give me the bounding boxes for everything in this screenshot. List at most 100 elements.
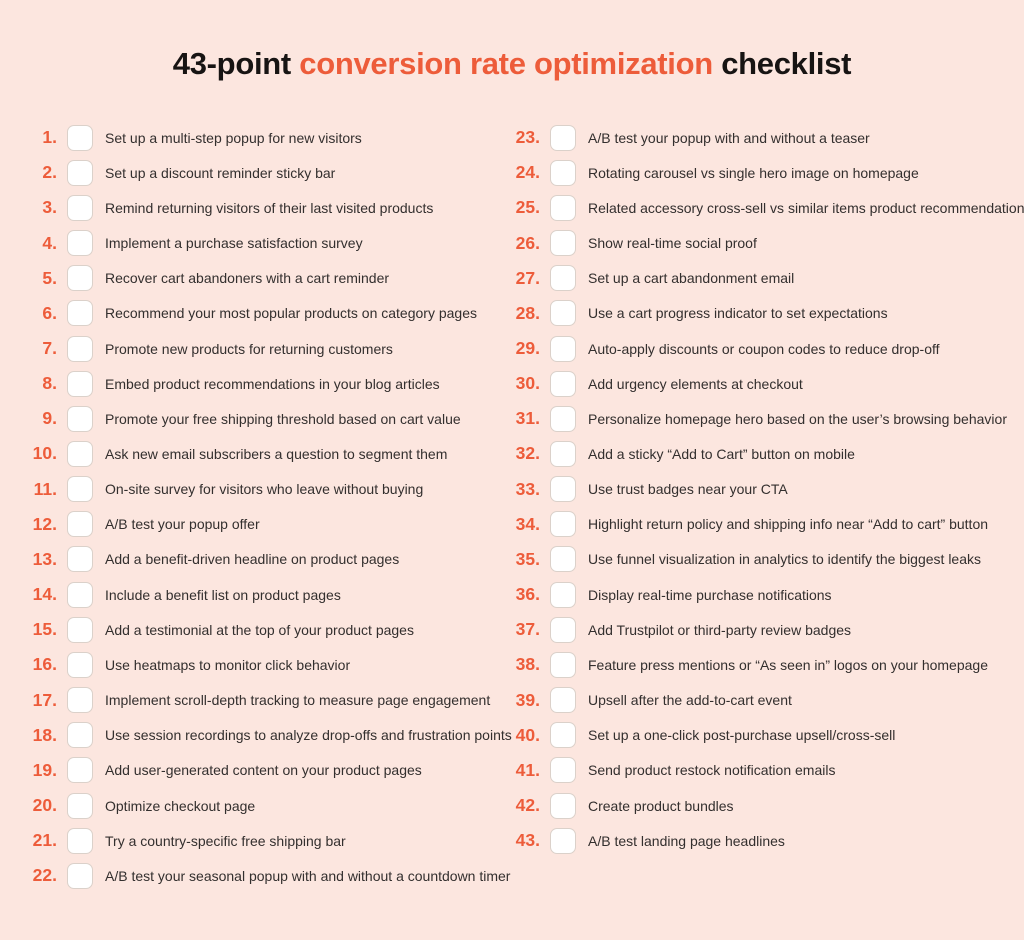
checklist-item: 40. Set up a one-click post-purchase ups…: [500, 718, 1016, 753]
item-number: 42.: [515, 795, 540, 816]
checkbox[interactable]: [67, 511, 93, 538]
checkbox[interactable]: [67, 265, 93, 292]
checkbox[interactable]: [550, 265, 576, 292]
item-number: 36.: [515, 584, 540, 605]
item-label: Use a cart progress indicator to set exp…: [588, 305, 888, 322]
item-number: 8.: [42, 373, 57, 394]
checklist-item: 43. A/B test landing page headlines: [500, 823, 1016, 858]
checklist-item: 9. Promote your free shipping threshold …: [17, 401, 499, 436]
checkbox[interactable]: [550, 511, 576, 538]
checkbox[interactable]: [67, 651, 93, 678]
checkbox[interactable]: [550, 370, 576, 397]
checkbox[interactable]: [67, 581, 93, 608]
item-label: Use heatmaps to monitor click behavior: [105, 656, 351, 673]
checkbox[interactable]: [67, 757, 93, 784]
item-number: 30.: [515, 373, 540, 394]
item-number: 13.: [32, 548, 57, 569]
checklist-item: 41. Send product restock notification em…: [500, 753, 1016, 788]
checklist-item: 3. Remind returning visitors of their la…: [17, 190, 499, 225]
item-number: 11.: [33, 478, 57, 499]
item-number: 12.: [32, 513, 57, 534]
checkbox[interactable]: [67, 300, 93, 327]
checkbox[interactable]: [67, 440, 93, 467]
checkbox[interactable]: [67, 546, 93, 573]
checkbox[interactable]: [550, 440, 576, 467]
checkbox[interactable]: [67, 616, 93, 643]
checkbox[interactable]: [550, 124, 576, 151]
checklist-item: 42. Create product bundles: [500, 788, 1016, 823]
checklist-item: 1. Set up a multi-step popup for new vis…: [17, 120, 499, 155]
title-prefix: 43-point: [172, 46, 291, 81]
item-number: 37.: [515, 619, 540, 640]
item-label: Feature press mentions or “As seen in” l…: [588, 656, 988, 673]
checklist-item: 19. Add user-generated content on your p…: [17, 753, 499, 788]
checkbox[interactable]: [67, 722, 93, 749]
checkbox[interactable]: [550, 651, 576, 678]
checkbox[interactable]: [67, 792, 93, 819]
checklist-item: 39. Upsell after the add-to-cart event: [500, 683, 1016, 718]
checklist-item: 2. Set up a discount reminder sticky bar: [17, 155, 499, 190]
checkbox[interactable]: [550, 405, 576, 432]
checklist-item: 5. Recover cart abandoners with a cart r…: [17, 261, 499, 296]
checkbox[interactable]: [67, 230, 93, 257]
checkbox[interactable]: [67, 335, 93, 362]
item-number: 5.: [42, 267, 57, 288]
item-label: Add Trustpilot or third-party review bad…: [588, 621, 852, 638]
item-label: Show real-time social proof: [588, 235, 757, 252]
item-number: 20.: [32, 795, 57, 816]
item-label: Related accessory cross-sell vs similar …: [588, 199, 1024, 216]
checkbox[interactable]: [550, 476, 576, 503]
checkbox[interactable]: [67, 687, 93, 714]
checkbox[interactable]: [550, 792, 576, 819]
item-label: Use trust badges near your CTA: [588, 481, 788, 498]
item-number: 34.: [515, 513, 540, 534]
checkbox[interactable]: [67, 124, 93, 151]
checkbox[interactable]: [550, 230, 576, 257]
item-label: Add a benefit-driven headline on product…: [105, 551, 400, 568]
item-label: Promote your free shipping threshold bas…: [105, 410, 461, 427]
item-number: 41.: [515, 759, 540, 780]
item-label: Auto-apply discounts or coupon codes to …: [588, 340, 940, 357]
checkbox[interactable]: [67, 370, 93, 397]
checkbox[interactable]: [67, 159, 93, 186]
item-number: 32.: [515, 443, 540, 464]
item-label: Display real-time purchase notifications: [588, 586, 832, 603]
checkbox[interactable]: [550, 335, 576, 362]
item-number: 25.: [515, 197, 540, 218]
checklist-item: 13. Add a benefit-driven headline on pro…: [17, 542, 499, 577]
checklist-item: 23. A/B test your popup with and without…: [500, 120, 1016, 155]
item-number: 43.: [515, 830, 540, 851]
checkbox[interactable]: [550, 194, 576, 221]
item-number: 3.: [42, 197, 57, 218]
checkbox[interactable]: [550, 546, 576, 573]
checkbox[interactable]: [550, 757, 576, 784]
checkbox[interactable]: [550, 687, 576, 714]
checkbox[interactable]: [67, 194, 93, 221]
checkbox[interactable]: [550, 616, 576, 643]
item-number: 4.: [42, 232, 57, 253]
checklist-item: 7. Promote new products for returning cu…: [17, 331, 499, 366]
item-label: A/B test your popup offer: [105, 516, 260, 533]
checklist-item: 21. Try a country-specific free shipping…: [17, 823, 499, 858]
item-number: 6.: [42, 302, 57, 323]
checkbox[interactable]: [550, 827, 576, 854]
item-label: Use session recordings to analyze drop-o…: [105, 727, 512, 744]
checkbox[interactable]: [550, 159, 576, 186]
checkbox[interactable]: [67, 862, 93, 889]
checklist-item: 35. Use funnel visualization in analytic…: [500, 542, 1016, 577]
checklist-column-right: 23. A/B test your popup with and without…: [500, 120, 1024, 858]
item-number: 10.: [32, 443, 57, 464]
checkbox[interactable]: [550, 581, 576, 608]
checkbox[interactable]: [67, 827, 93, 854]
checkbox[interactable]: [67, 405, 93, 432]
checkbox[interactable]: [550, 300, 576, 327]
checklist-item: 25. Related accessory cross-sell vs simi…: [500, 190, 1024, 225]
item-number: 15.: [32, 619, 57, 640]
item-label: Set up a cart abandonment email: [588, 270, 795, 287]
checkbox[interactable]: [550, 722, 576, 749]
checkbox[interactable]: [67, 476, 93, 503]
checklist-item: 15. Add a testimonial at the top of your…: [17, 612, 499, 647]
checklist-item: 36. Display real-time purchase notificat…: [500, 577, 1016, 612]
checklist-item: 34. Highlight return policy and shipping…: [500, 507, 1016, 542]
item-number: 2.: [42, 162, 57, 183]
